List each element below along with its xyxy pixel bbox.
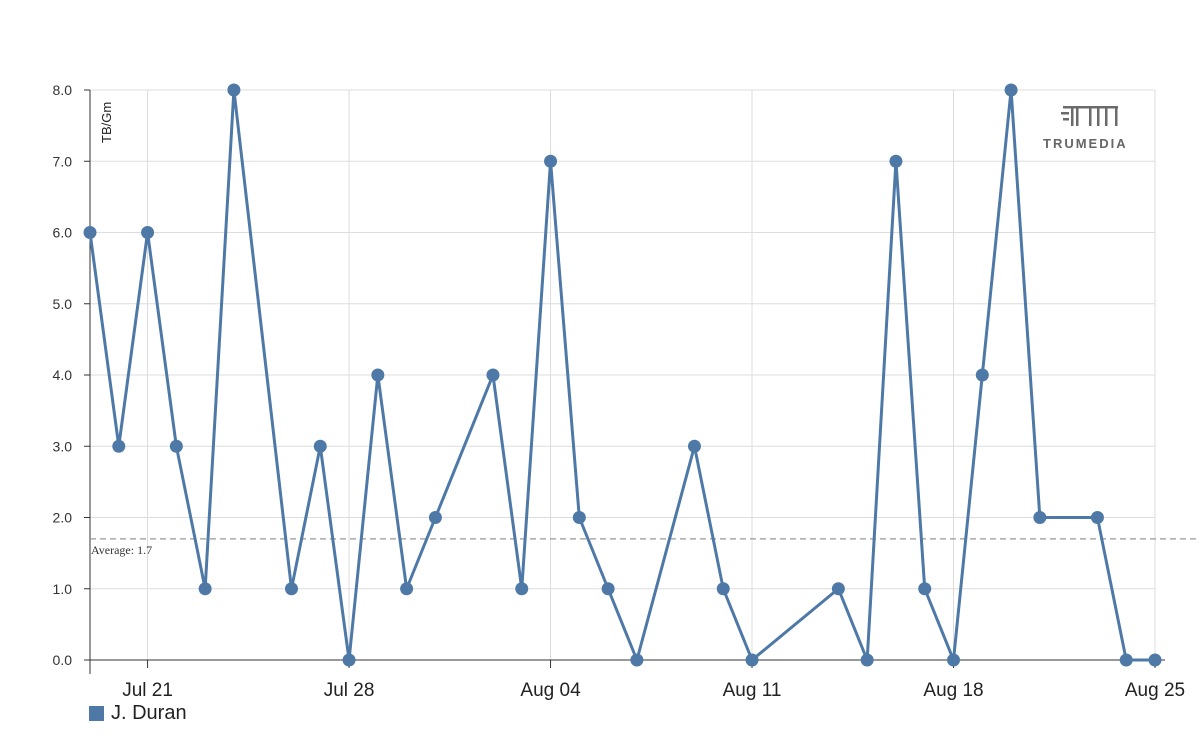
data-point	[716, 582, 730, 596]
data-point	[947, 653, 961, 667]
data-point	[83, 226, 97, 239]
data-point	[400, 582, 414, 596]
x-tick-label: Aug 04	[520, 680, 581, 701]
data-point	[284, 582, 298, 596]
series-line	[88, 88, 1155, 662]
y-tick-label: 1.0	[53, 581, 73, 597]
data-point	[1090, 511, 1104, 524]
data-point	[1119, 653, 1133, 667]
y-tick-label: 0.0	[53, 652, 73, 668]
y-tick-label: 2.0	[53, 510, 73, 526]
data-point	[313, 439, 327, 453]
data-point	[112, 439, 126, 453]
data-point	[169, 439, 183, 453]
x-tick-label: Aug 25	[1125, 680, 1185, 701]
average-label: Average: 1.7	[91, 543, 152, 557]
data-point	[515, 582, 529, 596]
legend-label: J. Duran	[111, 702, 187, 724]
data-point	[1004, 83, 1018, 97]
series-group	[83, 83, 1162, 667]
y-tick-label: 8.0	[53, 82, 73, 98]
y-tick-labels: 0.0 1.0 2.0 3.0 4.0 5.0 6.0 7.0 8.0	[53, 82, 73, 668]
data-point	[141, 226, 155, 239]
data-point	[428, 511, 442, 524]
data-point	[601, 582, 615, 596]
data-point	[975, 368, 989, 382]
x-tick-label: Aug 18	[923, 680, 983, 701]
data-point	[198, 582, 212, 596]
average-line-group: Average: 1.7	[90, 538, 1200, 557]
data-point	[227, 83, 241, 97]
y-tick-label: 4.0	[53, 367, 73, 383]
y-tick-label: 3.0	[53, 438, 73, 454]
data-point	[486, 368, 500, 382]
data-point	[544, 154, 558, 168]
x-tick-label: Jul 21	[122, 680, 173, 701]
data-point	[630, 653, 644, 667]
data-point	[687, 439, 701, 453]
x-tick-label: Jul 28	[324, 680, 375, 701]
legend: J. Duran	[89, 702, 187, 725]
y-tick-label: 5.0	[53, 296, 73, 312]
trumedia-logo: TRUMEDIA	[1043, 106, 1128, 151]
x-tick-label: Aug 11	[723, 680, 782, 701]
brand-name: TRUMEDIA	[1043, 136, 1128, 151]
data-point	[342, 653, 356, 667]
y-gridlines	[90, 89, 1155, 590]
legend-swatch	[89, 706, 104, 721]
data-point	[745, 653, 759, 667]
data-point	[860, 653, 874, 667]
y-axis-label: TB/Gm	[99, 102, 114, 143]
y-tick-label: 7.0	[53, 153, 73, 169]
data-point	[831, 582, 845, 596]
data-point	[572, 511, 586, 524]
trumedia-mark-icon	[1061, 106, 1118, 126]
data-point	[1148, 653, 1162, 667]
data-point	[371, 368, 385, 382]
x-tick-labels: Jul 21 Jul 28 Aug 04 Aug 11 Aug 18 Aug 25	[122, 680, 1185, 701]
data-point	[889, 154, 903, 168]
x-gridlines	[147, 90, 1156, 660]
data-point	[1033, 511, 1047, 524]
data-point	[918, 582, 932, 596]
y-tick-label: 6.0	[53, 225, 73, 241]
